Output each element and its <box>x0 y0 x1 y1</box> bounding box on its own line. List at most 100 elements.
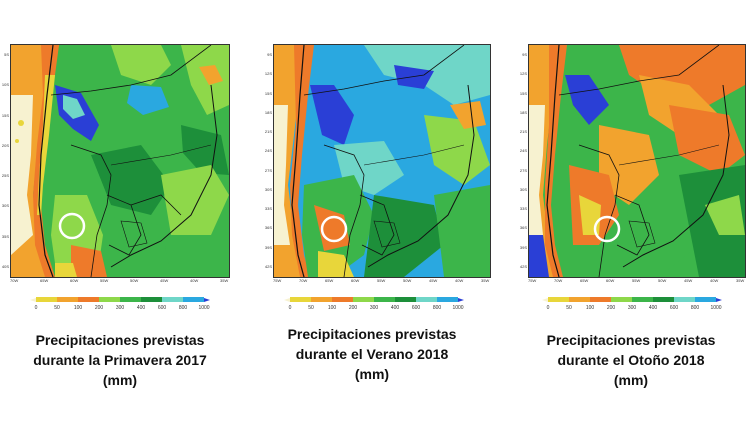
lat-label: 12S <box>519 71 527 77</box>
lon-label: 35W <box>220 278 229 283</box>
lat-label: 5S <box>4 52 9 57</box>
scale-swatch <box>674 297 695 302</box>
lon-label: 45W <box>429 278 438 283</box>
scale-tick-label: 800 <box>178 305 188 311</box>
scale-tick-label: 50 <box>54 305 60 311</box>
scale-swatch <box>78 297 99 302</box>
lon-label: 50W <box>403 278 412 283</box>
caption-line-2: durante la Primavera 2017 <box>33 352 207 368</box>
scale-tick-label: 200 <box>348 305 358 311</box>
lat-label: 21S <box>519 129 527 135</box>
lat-label: 27S <box>519 167 527 173</box>
scale-swatch <box>653 297 674 302</box>
lon-label: 35W <box>736 278 745 283</box>
scale-arrow-right <box>716 297 722 302</box>
lon-label: 55W <box>377 278 386 283</box>
scale-swatch <box>311 297 332 302</box>
lon-label: 60W <box>351 278 360 283</box>
scale-swatch <box>548 297 569 302</box>
lat-label: 39S <box>519 244 527 250</box>
precipitation-map <box>10 44 230 278</box>
scale-swatch <box>569 297 590 302</box>
lat-label: 10S <box>1 82 9 88</box>
caption-line-1: Precipitaciones previstas <box>35 332 205 348</box>
lat-label: 24S <box>519 148 527 154</box>
scale-tick-label: 0 <box>546 305 550 311</box>
scale-tick-label: 50 <box>566 305 572 311</box>
highlight-circle-marker <box>320 215 348 243</box>
scale-swatch <box>332 297 353 302</box>
scale-tick-label: 800 <box>432 305 442 311</box>
lon-label: 75W <box>528 278 537 283</box>
lat-label: 42S <box>264 264 272 269</box>
lat-label: 15S <box>519 90 527 96</box>
lon-label: 75W <box>273 278 282 283</box>
scale-swatch <box>36 297 57 302</box>
scale-swatch <box>183 297 204 302</box>
scale-swatch <box>374 297 395 302</box>
scale-swatch <box>611 297 632 302</box>
lon-label: 70W <box>554 278 563 283</box>
scale-swatch <box>590 297 611 302</box>
lat-label: 9S <box>522 52 527 57</box>
lat-label: 35S <box>1 233 9 239</box>
lat-label: 30S <box>264 186 272 192</box>
scale-arrow-right <box>458 297 464 302</box>
caption-line-2: durante el Otoño 2018 <box>557 352 705 368</box>
lon-label: 50W <box>130 278 139 283</box>
map-caption: Precipitaciones previstas durante la Pri… <box>0 330 240 390</box>
lat-label: 12S <box>264 71 272 77</box>
lat-label: 39S <box>264 244 272 250</box>
scale-swatch <box>632 297 653 302</box>
highlight-circle-marker <box>593 215 621 243</box>
lat-label: 21S <box>264 129 272 135</box>
scale-swatch <box>141 297 162 302</box>
scale-tick-label: 300 <box>115 305 125 311</box>
lon-label: 40W <box>190 278 199 283</box>
caption-line-1: Precipitaciones previstas <box>287 326 457 342</box>
lon-label: 70W <box>299 278 308 283</box>
scale-tick-label: 200 <box>94 305 104 311</box>
scale-tick-label: 600 <box>669 305 679 311</box>
scale-arrow-left <box>284 297 290 302</box>
lat-label: 33S <box>264 206 272 212</box>
lat-label: 33S <box>519 206 527 212</box>
scale-swatch <box>99 297 120 302</box>
scale-tick-label: 1000 <box>198 305 210 311</box>
lat-label: 20S <box>1 142 9 148</box>
scale-swatch <box>416 297 437 302</box>
scale-swatch <box>353 297 374 302</box>
lon-label: 50W <box>658 278 667 283</box>
lon-label: 70W <box>10 278 19 283</box>
scale-tick-label: 1000 <box>452 305 464 311</box>
lat-label: 30S <box>519 186 527 192</box>
lon-label: 55W <box>100 278 109 283</box>
scale-tick-label: 100 <box>327 305 337 311</box>
lat-label: 40S <box>1 264 9 269</box>
caption-line-1: Precipitaciones previstas <box>546 332 716 348</box>
scale-tick-label: 200 <box>606 305 616 311</box>
color-scale <box>542 297 722 302</box>
lat-label: 27S <box>264 167 272 173</box>
scale-swatch <box>437 297 458 302</box>
scale-tick-label: 400 <box>136 305 146 311</box>
scale-swatch <box>395 297 416 302</box>
lon-label: 65W <box>580 278 589 283</box>
scale-tick-label: 100 <box>73 305 83 311</box>
scale-tick-label: 800 <box>690 305 700 311</box>
precipitation-map <box>273 44 491 278</box>
lon-label: 40W <box>455 278 464 283</box>
lon-label: 60W <box>606 278 615 283</box>
scale-tick-label: 600 <box>411 305 421 311</box>
scale-tick-label: 400 <box>390 305 400 311</box>
lon-label: 45W <box>684 278 693 283</box>
scale-tick-label: 300 <box>369 305 379 311</box>
lon-label: 35W <box>481 278 490 283</box>
precipitation-map <box>528 44 746 278</box>
scale-swatch <box>57 297 78 302</box>
lon-label: 65W <box>325 278 334 283</box>
scale-tick-label: 1000 <box>710 305 722 311</box>
highlight-circle-marker <box>58 212 86 240</box>
scale-tick-label: 50 <box>308 305 314 311</box>
caption-line-3: (mm) <box>613 372 649 388</box>
